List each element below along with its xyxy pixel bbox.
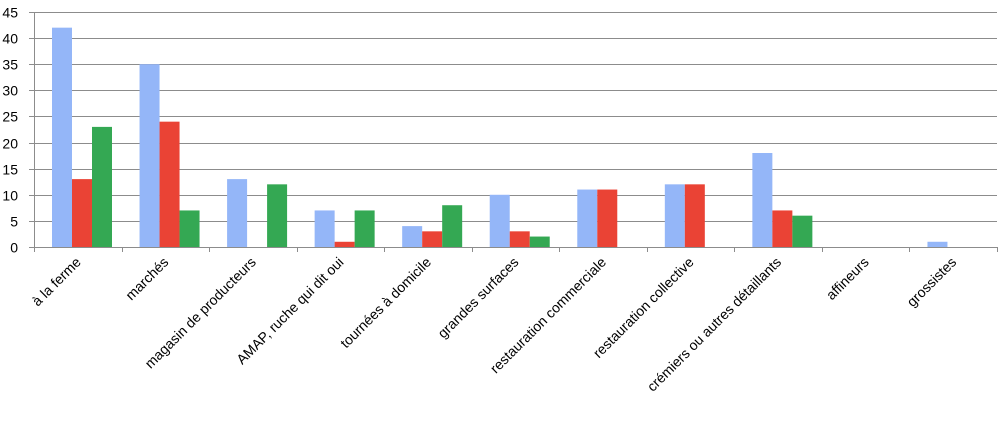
- bar-series-1-4: [402, 226, 423, 247]
- y-tick-label: 5: [10, 214, 18, 230]
- bar-series-3-4: [442, 205, 463, 247]
- bar-series-3-0: [92, 126, 112, 247]
- y-tick-label: 40: [2, 31, 18, 47]
- bar-series-2-3: [334, 241, 355, 247]
- bar-series-1-2: [227, 179, 248, 247]
- bar-series-2-7: [684, 184, 705, 247]
- x-category-label: marchés: [122, 254, 171, 303]
- bar-series-1-3: [314, 210, 335, 247]
- bar-series-1-7: [664, 184, 685, 247]
- bar-series-3-3: [354, 210, 375, 247]
- bar-series-1-10: [927, 241, 948, 247]
- y-tick-label: 30: [2, 83, 18, 99]
- bar-series-2-5: [509, 231, 530, 247]
- x-category-label: tournées à domicile: [337, 254, 434, 351]
- bar-series-2-6: [597, 189, 618, 247]
- bar-series-1-0: [52, 27, 72, 247]
- x-category-label: affineurs: [823, 254, 872, 303]
- y-tick-label: 45: [2, 5, 18, 21]
- x-category-label: grossistes: [903, 254, 959, 310]
- bar-series-2-4: [422, 231, 443, 247]
- bar-series-3-2: [267, 184, 288, 247]
- x-category-label: grandes surfaces: [434, 254, 521, 341]
- bar-series-1-1: [139, 64, 160, 247]
- bar-series-2-0: [72, 179, 92, 247]
- bar-series-1-6: [577, 189, 598, 247]
- y-tick-label: 0: [10, 240, 18, 256]
- y-tick-label: 25: [2, 109, 18, 125]
- y-tick-label: 35: [2, 57, 18, 73]
- y-tick-label: 15: [2, 162, 18, 178]
- gridlines: [34, 12, 997, 222]
- x-category-label: à la ferme: [29, 254, 84, 309]
- y-tick-label: 20: [2, 136, 18, 152]
- bar-series-1-8: [752, 153, 773, 247]
- bar-series-2-8: [772, 210, 793, 247]
- bars: [52, 27, 948, 247]
- axes: [29, 12, 998, 252]
- bar-series-3-1: [179, 210, 200, 247]
- y-tick-labels: 0 5 10 15 20 25 30 35 40 45: [2, 5, 18, 256]
- bar-series-3-8: [792, 215, 813, 247]
- y-tick-label: 10: [2, 188, 18, 204]
- bar-series-3-5: [529, 236, 550, 247]
- bar-series-1-5: [489, 194, 510, 247]
- bar-series-2-1: [159, 121, 180, 247]
